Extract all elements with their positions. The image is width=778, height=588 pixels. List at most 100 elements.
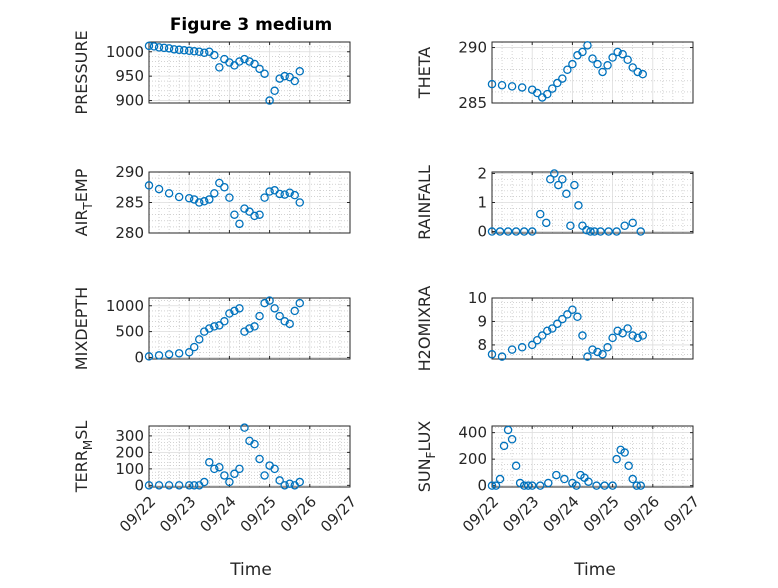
data-point <box>295 198 304 207</box>
data-point <box>235 304 244 313</box>
y-tick-label: 285 <box>115 194 144 212</box>
data-point <box>583 41 592 50</box>
data-point <box>527 340 537 350</box>
y-tick-label: 280 <box>115 224 144 242</box>
data-point <box>543 326 552 336</box>
data-point <box>295 67 304 76</box>
data-point <box>255 311 264 321</box>
data-point <box>620 221 629 230</box>
data-point <box>295 477 304 487</box>
data-point <box>527 227 537 236</box>
data-point <box>588 54 597 63</box>
data-point <box>174 192 184 202</box>
data-point <box>623 55 632 64</box>
data-point <box>240 423 249 432</box>
y-tick-label: 400 <box>458 424 487 442</box>
axes-box <box>491 41 694 104</box>
data-point <box>507 82 517 91</box>
y-tick-label: 200 <box>115 443 144 461</box>
data-point <box>194 198 204 207</box>
data-point <box>250 439 259 449</box>
data-point <box>265 296 274 305</box>
axes-box <box>148 41 351 104</box>
data-point <box>149 42 159 51</box>
data-point <box>230 306 239 316</box>
data-point <box>255 210 264 219</box>
y-tick-label: 100 <box>115 460 144 478</box>
data-point <box>527 481 537 490</box>
data-point <box>235 464 244 474</box>
x-axis-label-right: Time <box>573 560 616 580</box>
data-point <box>636 481 645 490</box>
data-point <box>270 464 279 474</box>
data-point <box>612 454 621 464</box>
y-tick-label: 8 <box>477 336 487 354</box>
data-point <box>507 345 517 354</box>
data-point <box>598 67 607 77</box>
data-point <box>511 227 521 236</box>
data-point <box>491 481 501 490</box>
data-point <box>210 464 219 474</box>
data-point <box>553 319 562 329</box>
data-point <box>189 47 199 56</box>
data-point <box>519 227 529 236</box>
data-point <box>280 190 289 199</box>
data-point <box>618 328 627 338</box>
data-point <box>260 298 269 308</box>
data-point <box>613 326 622 336</box>
data-point <box>200 48 209 57</box>
data-point <box>618 49 627 59</box>
data-point <box>593 347 602 357</box>
y-tick-label: 0 <box>477 477 487 495</box>
data-point <box>608 53 617 62</box>
subplot-mixdepth: 0 500 1000 MIXDEPTH <box>72 287 351 370</box>
x-axis-label-left: Time <box>229 560 272 580</box>
data-point <box>280 71 289 81</box>
data-point <box>517 343 527 352</box>
y-tick-label: 200 <box>458 450 487 468</box>
data-point <box>164 481 174 490</box>
data-point <box>174 45 184 55</box>
data-point <box>215 63 224 72</box>
data-point <box>174 349 184 358</box>
data-point <box>154 43 164 52</box>
data-point <box>487 79 497 89</box>
data-point <box>636 227 645 236</box>
data-point <box>608 481 617 490</box>
data-point <box>638 69 648 79</box>
data-point <box>633 67 642 77</box>
y-tick-label: 0 <box>134 348 144 366</box>
data-point <box>542 218 551 228</box>
subplot-rainfall: 0 1 2 RAINFALL <box>415 164 694 241</box>
data-point <box>623 324 632 333</box>
axes-box <box>148 425 351 488</box>
data-point <box>568 59 577 69</box>
data-point <box>568 305 577 314</box>
data-point <box>184 193 194 203</box>
y-tick-label: 300 <box>115 427 144 445</box>
data-point <box>184 481 194 490</box>
data-point <box>144 481 154 490</box>
data-point <box>285 319 294 329</box>
data-point <box>245 324 254 333</box>
y-axis-label: SUNFLUX <box>415 421 438 493</box>
data-point <box>543 89 552 99</box>
data-point <box>503 227 513 236</box>
data-point <box>558 74 567 83</box>
data-point <box>275 476 284 485</box>
data-point <box>270 304 279 313</box>
data-point <box>511 461 521 471</box>
data-point <box>608 333 617 343</box>
y-tick-label: 1000 <box>106 43 144 61</box>
data-point <box>230 469 239 479</box>
data-point <box>164 189 174 198</box>
data-point <box>604 227 613 236</box>
data-point <box>487 227 497 236</box>
data-point <box>588 345 597 354</box>
y-tick-label: 950 <box>115 67 144 85</box>
data-point <box>255 64 264 74</box>
data-point <box>164 350 174 359</box>
data-point <box>250 211 259 221</box>
data-point <box>144 41 154 51</box>
